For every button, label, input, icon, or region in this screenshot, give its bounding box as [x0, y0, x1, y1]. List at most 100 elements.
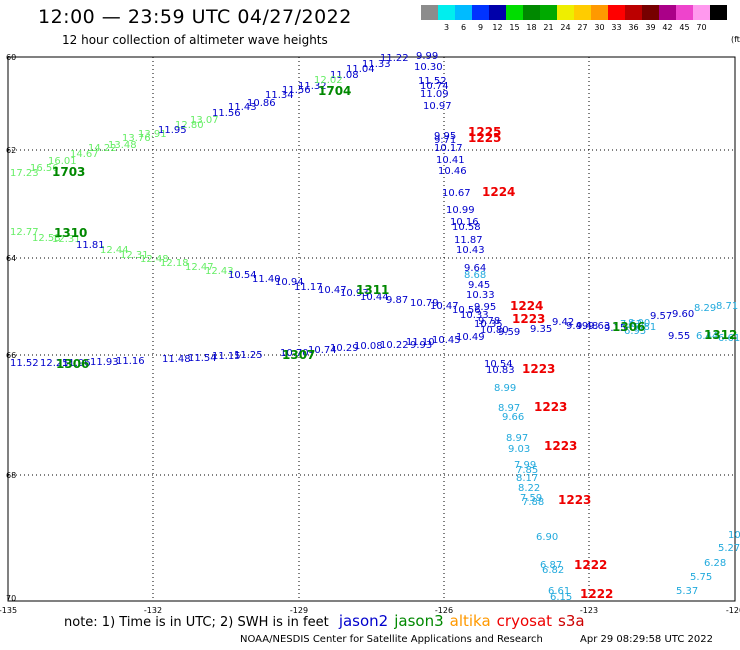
legend-swatch	[608, 5, 625, 20]
pass-time-label: 1224	[510, 299, 543, 313]
map-frame	[7, 56, 736, 602]
legend-swatch	[710, 5, 727, 20]
satellite-s3a: s3a	[558, 612, 585, 630]
legend-swatch	[472, 5, 489, 20]
wave-height-value: 10.08	[354, 341, 383, 352]
wave-height-value: 9.45	[468, 280, 490, 291]
map-subtitle: 12 hour collection of altimeter wave hei…	[62, 33, 328, 47]
wave-height-value: 10.80	[480, 325, 509, 336]
pass-time-label: 1310	[54, 226, 87, 240]
wave-height-value: 12.43	[205, 266, 234, 277]
pass-time-label: 1224	[482, 185, 515, 199]
wave-height-value: 10.74	[308, 345, 337, 356]
wave-height-value: 10.46	[438, 166, 467, 177]
wave-height-value: 12.48	[140, 254, 169, 265]
wave-height-value: 10.47	[430, 301, 459, 312]
wave-height-value: 14.22	[88, 143, 117, 154]
wave-height-value: 10.41	[436, 155, 465, 166]
wave-height-value: 11.15	[212, 351, 241, 362]
wave-height-value: 8.00	[628, 318, 650, 329]
wave-height-value: 11.56	[282, 85, 311, 96]
wave-height-value: 9.49	[566, 321, 588, 332]
wave-height-value: 14.67	[70, 149, 99, 160]
wave-height-value: 10.54	[228, 270, 257, 281]
wave-height-value: 10.29	[330, 343, 359, 354]
wave-height-value: 11.32	[298, 81, 327, 92]
wave-height-value: 10.44	[360, 292, 389, 303]
wave-height-value: 8.71	[716, 301, 738, 312]
legend-swatch	[455, 5, 472, 20]
wave-height-value: 10.58	[452, 222, 481, 233]
pass-time-label: 1222	[580, 587, 613, 601]
pass-time-label: 1225	[468, 125, 501, 139]
pass-time-label: 1704	[318, 84, 351, 98]
wave-height-value: 10.54	[484, 359, 513, 370]
legend-swatch	[676, 5, 693, 20]
legend-swatch	[421, 5, 438, 20]
legend-level-label: 36	[628, 23, 639, 32]
wave-height-value: 10.79	[410, 298, 439, 309]
lat-lon-grid	[8, 57, 735, 601]
credit-line: NOAA/NESDIS Center for Satellite Applica…	[240, 634, 543, 645]
legend-level-label: 39	[645, 23, 656, 32]
wave-height-value: 9.87	[386, 295, 408, 306]
wave-height-value: 11.10	[406, 337, 435, 348]
wave-height-value: 11.52	[10, 358, 39, 369]
wave-height-value: 12.80	[175, 120, 204, 131]
map-border	[7, 56, 736, 602]
legend-level-label: 27	[577, 23, 588, 32]
wave-height-value: 12.25	[40, 358, 69, 369]
wave-height-value: 5.37	[676, 586, 698, 597]
legend-level-label: 42	[662, 23, 673, 32]
legend-unit: (ft)	[731, 35, 740, 44]
legend-labels: 3 6 9 12 15 18 21 24 27 30 33 36 39 42 45 70	[421, 20, 727, 34]
legend-level-label: 3	[443, 23, 450, 32]
wave-height-value: 11.95	[158, 125, 187, 136]
wave-height-value: 10.47	[318, 285, 347, 296]
legend-level-label: 24	[560, 23, 571, 32]
wave-height-value: 9.60	[672, 309, 694, 320]
wave-height-value: 5.27	[718, 543, 740, 554]
wave-height-value: 10.16	[450, 217, 479, 228]
wave-height-value: 11.09	[420, 89, 449, 100]
wave-height-value: 10.74	[420, 81, 449, 92]
legend-swatch	[659, 5, 676, 20]
wave-height-value: 11.17	[294, 282, 323, 293]
wave-height-value: 11.43	[228, 102, 257, 113]
wave-height-value: 10.33	[466, 290, 495, 301]
legend-swatch	[591, 5, 608, 20]
lat-tick-label: 68	[6, 471, 16, 480]
wave-height-value: 10	[728, 530, 740, 541]
wave-height-value: 13.07	[190, 115, 219, 126]
pass-time-label: 1223	[512, 312, 545, 326]
legend-swatch	[523, 5, 540, 20]
wave-height-value: 12.31	[52, 234, 81, 245]
pass-time-label: 1307	[282, 348, 315, 362]
wave-height-value: 10.17	[434, 143, 463, 154]
pass-time-label: 1223	[544, 439, 577, 453]
legend-level-label: 21	[543, 23, 554, 32]
legend-level-label: 12	[492, 23, 503, 32]
wave-height-value: 9.48	[576, 321, 598, 332]
wave-height-value: 12.18	[160, 258, 189, 269]
legend-level-label: 45	[679, 23, 690, 32]
wave-height-value: 10.94	[275, 277, 304, 288]
legend-swatch	[438, 5, 455, 20]
axis-tick-labels: -135 -132 -129 -126 -123 -120 60 62 64 66 68 70	[0, 53, 740, 615]
wave-height-value: 6.82	[542, 565, 564, 576]
legend-swatch	[625, 5, 642, 20]
legend-level-label: 6	[460, 23, 467, 32]
legend-swatch	[540, 5, 557, 20]
legend-level-label: 33	[611, 23, 622, 32]
note-text: note: 1) Time is in UTC; 2) SWH is in fe…	[64, 615, 329, 630]
pass-time-label: 1311	[356, 283, 389, 297]
wave-height-value: 9.95	[434, 131, 456, 142]
wave-height-value: 11.25	[234, 350, 263, 361]
wave-height-value: 11.54	[188, 353, 217, 364]
lon-tick-label: -120	[726, 606, 740, 615]
pass-time-label: 1223	[534, 400, 567, 414]
wave-height-value: 8.22	[518, 483, 540, 494]
wave-height-value: 9.55	[668, 331, 690, 342]
wave-height-value: 10.43	[456, 245, 485, 256]
